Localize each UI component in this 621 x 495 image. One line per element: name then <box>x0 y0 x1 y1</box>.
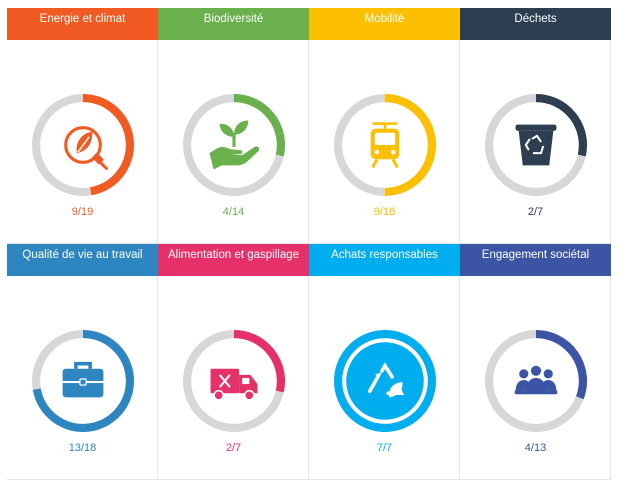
recycling-bin-icon <box>515 124 557 166</box>
score-label: 13/18 <box>68 442 97 454</box>
gauge-progress-arc <box>535 330 587 400</box>
progress-gauge <box>485 330 587 432</box>
category-card-1[interactable]: Energie et climat 9/19 <box>7 8 158 244</box>
gauge-progress-arc <box>334 330 436 432</box>
category-card-7[interactable]: Achats responsables 7/7 <box>309 244 460 480</box>
score-label: 7/7 <box>376 442 393 454</box>
progress-gauge <box>183 330 285 432</box>
gauge-progress-arc <box>535 94 587 157</box>
card-header: Achats responsables <box>309 244 460 276</box>
progress-gauge <box>32 94 134 196</box>
gauge-progress-arc <box>233 94 285 157</box>
score-label: 4/14 <box>222 206 245 218</box>
score-label: 2/7 <box>225 442 242 454</box>
score-label: 4/13 <box>524 442 547 454</box>
gauge-progress-arc <box>32 330 134 432</box>
progress-gauge <box>485 94 587 196</box>
category-card-4[interactable]: Déchets 2/7 <box>460 8 611 244</box>
category-card-5[interactable]: Qualité de vie au travail 13/18 <box>7 244 158 480</box>
card-header: Déchets <box>460 8 611 40</box>
card-header: Biodiversité <box>158 8 309 40</box>
card-header: Qualité de vie au travail <box>7 244 158 276</box>
category-card-2[interactable]: Biodiversité 4/14 <box>158 8 309 244</box>
progress-gauge <box>183 94 285 196</box>
category-card-6[interactable]: Alimentation et gaspillage 2/7 <box>158 244 309 480</box>
card-header: Mobilité <box>309 8 460 40</box>
progress-gauge <box>334 330 436 432</box>
score-label: 9/19 <box>71 206 94 218</box>
hand-plant-icon <box>209 120 260 170</box>
progress-gauge <box>334 94 436 196</box>
gauge-progress-arc <box>82 94 134 196</box>
food-truck-icon <box>210 368 258 401</box>
card-header: Engagement sociétal <box>460 244 611 276</box>
score-label: 9/18 <box>373 206 396 218</box>
score-label: 2/7 <box>527 206 544 218</box>
card-header: Alimentation et gaspillage <box>158 244 309 276</box>
recycle-leaf-icon <box>367 362 405 398</box>
briefcase-icon <box>62 361 104 398</box>
energy-leaf-plug-icon <box>64 126 108 170</box>
progress-gauge <box>32 330 134 432</box>
category-card-8[interactable]: Engagement sociétal 4/13 <box>460 244 611 480</box>
gauge-progress-arc <box>384 94 436 196</box>
card-header: Energie et climat <box>7 8 158 40</box>
gauge-progress-arc <box>233 330 285 393</box>
community-group-icon <box>514 365 558 395</box>
icon-background <box>346 342 424 420</box>
category-card-3[interactable]: Mobilité 9/18 <box>309 8 460 244</box>
tram-icon <box>370 122 400 169</box>
